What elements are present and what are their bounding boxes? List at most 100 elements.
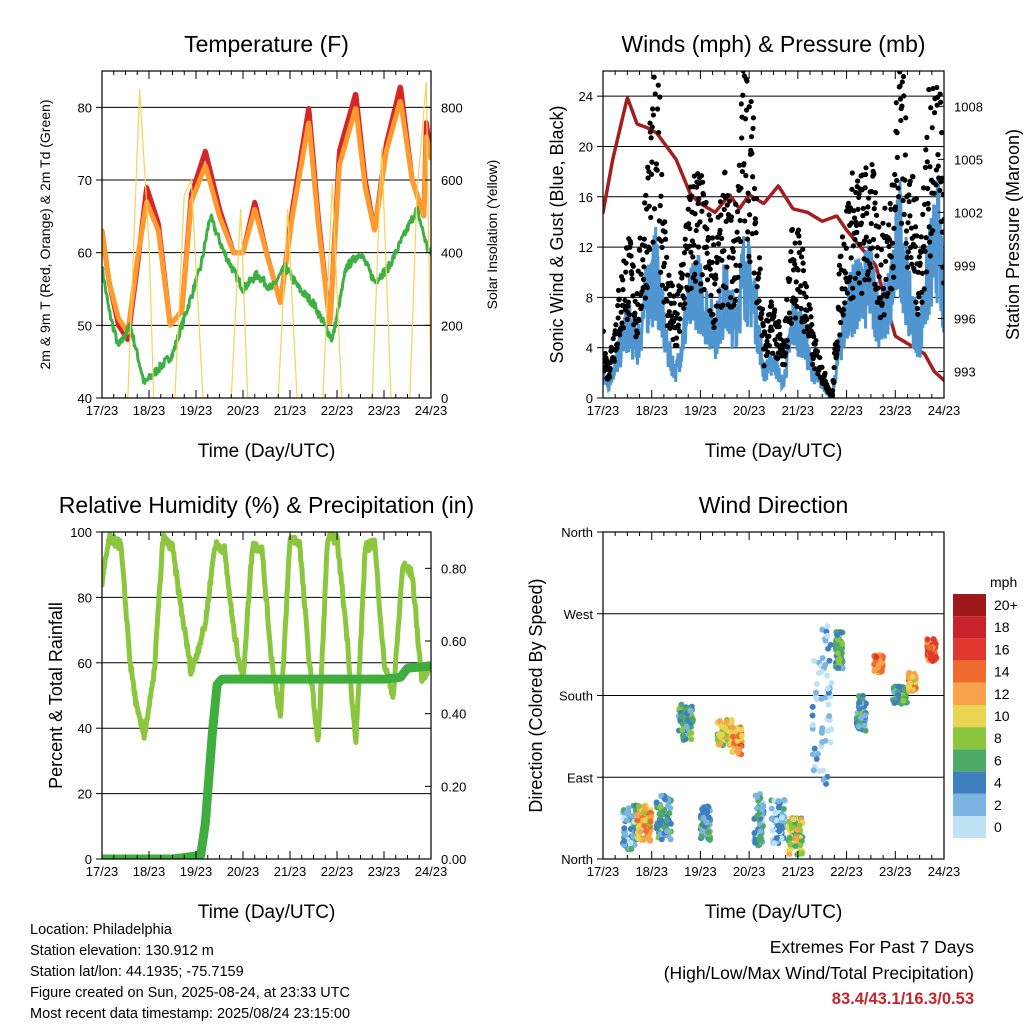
gust-point [927,164,933,170]
series-line-td [102,205,431,385]
direction-point [812,693,819,700]
gust-point [817,354,823,361]
gust-point [700,192,707,198]
direction-point [811,745,818,752]
gust-point [750,174,756,180]
gust-point [862,277,868,283]
x-tick-label: 21/23 [274,403,307,418]
gust-point [922,164,929,171]
x-tick-label: 17/23 [86,864,119,879]
gust-point [684,272,691,278]
y-tick-label: 24 [579,89,593,104]
y2-tick-label: 1005 [954,152,983,167]
gust-point [646,203,652,209]
gust-point [636,317,642,324]
gust-point [873,212,880,218]
gust-point [879,300,885,307]
gust-point [907,178,913,184]
gust-point [919,299,925,305]
direction-point [871,666,878,673]
x-axis-label: Time (Day/UTC) [705,902,843,923]
gust-point [701,286,707,293]
gust-point [746,253,752,260]
y2-tick-label: 600 [441,173,463,188]
gust-point [655,82,661,88]
gust-point [837,332,843,338]
series-line-wind [603,179,944,398]
gust-point [677,316,683,322]
y-tick-label: 40 [78,391,92,406]
gust-point [852,275,858,281]
gust-point [713,275,719,282]
y-tick-label: South [559,689,593,704]
gust-point [926,86,932,93]
gust-point [852,236,858,243]
gust-point [923,147,929,153]
data-layer [619,623,940,858]
direction-point [688,736,695,743]
gust-point [632,310,638,316]
gust-point [753,195,760,202]
gust-point [681,305,687,311]
gust-point [747,259,753,265]
gust-point [745,229,751,235]
legend-swatch [953,638,986,661]
gust-point [801,328,807,335]
gust-point [693,260,699,266]
gust-point [901,93,907,99]
gust-point [775,355,781,362]
gust-point [700,179,706,185]
gust-point [869,161,875,168]
gust-point [789,226,796,233]
station-location: Location: Philadelphia [30,922,172,938]
gust-point [674,342,680,349]
gust-point [707,308,713,314]
direction-point [641,822,648,829]
y-tick-label: North [561,525,593,540]
gust-point [872,281,878,287]
gust-point [788,249,794,255]
direction-point [734,748,741,755]
gust-point [734,209,741,215]
gust-point [781,362,788,368]
gust-point [738,101,744,107]
x-tick-label: 23/23 [879,403,912,418]
direction-point [688,730,695,737]
gust-point [907,213,913,219]
gust-point [691,242,697,248]
gust-point [654,167,660,173]
gust-point [866,195,872,201]
direction-point [819,655,826,662]
direction-point [834,632,841,639]
gust-point [649,124,655,130]
gust-point [864,210,870,216]
gust-point [869,245,875,251]
direction-point [643,828,650,835]
gust-point [676,328,683,334]
series-line-precip [102,661,431,859]
gust-point [893,100,899,106]
gust-point [692,278,699,284]
gust-point [889,286,895,292]
gust-point [851,208,857,214]
gust-point [912,224,919,230]
gust-point [933,28,938,33]
gust-point [703,199,709,206]
gust-point [786,310,793,316]
gust-point [617,332,623,338]
gust-point [798,305,804,312]
gust-point [735,274,741,280]
direction-point [824,685,831,692]
direction-point [773,817,780,824]
gust-point [788,320,794,326]
gust-point [615,303,621,309]
y-tick-label: 20 [579,139,593,154]
gust-point [800,246,806,252]
gust-point [613,322,619,328]
x-tick-label: 22/23 [321,403,354,418]
gust-point [886,243,892,250]
data-layer [102,81,431,398]
direction-point [796,822,803,829]
legend-swatch [953,682,986,705]
gust-point [900,73,907,80]
